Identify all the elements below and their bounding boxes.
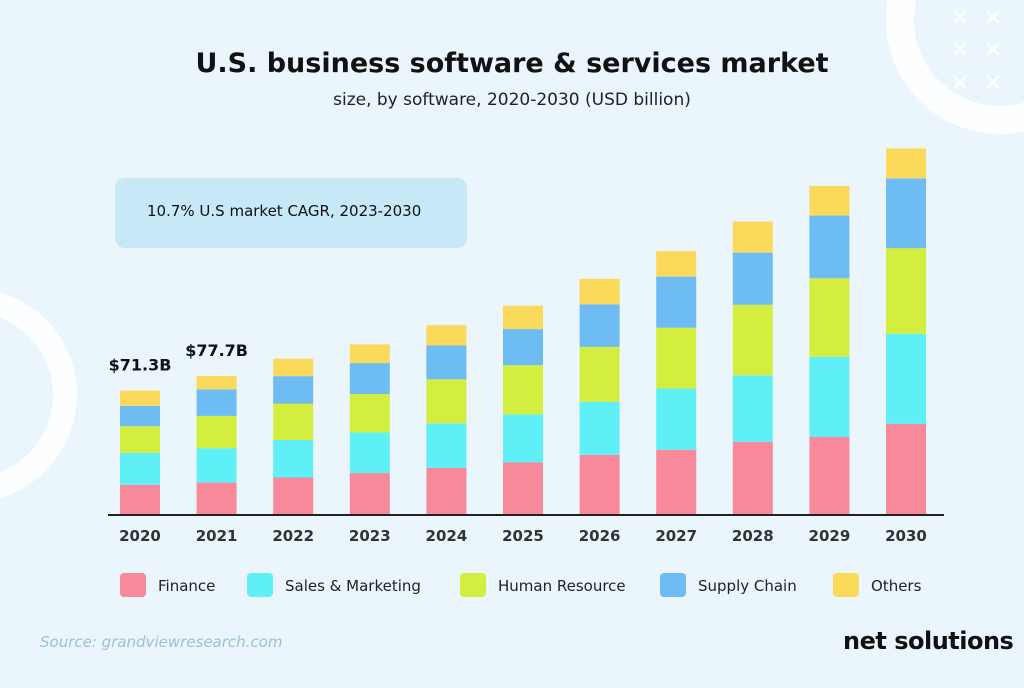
bar-segment-supply-chain-2025	[503, 329, 543, 366]
legend-item-finance: Finance	[120, 573, 215, 597]
bar-segment-human-resource-2022	[273, 403, 314, 440]
legend-label: Sales & Marketing	[285, 577, 421, 595]
legend-swatch	[247, 573, 273, 597]
legend-item-human-resource: Human Resource	[460, 573, 626, 597]
bar-segment-others-2024	[426, 325, 467, 346]
x-tick-labels: 2020 2021 2022 2023 2024 2025 2026 2027 2028 2029…	[119, 527, 927, 545]
legend-label: Supply Chain	[698, 577, 797, 595]
legend-label: Human Resource	[498, 577, 626, 595]
bar-segment-finance-2023	[349, 473, 390, 515]
bar-segment-finance-2024	[426, 467, 467, 515]
bar-segment-others-2029	[809, 185, 850, 216]
bar-segment-supply-chain-2029	[809, 215, 850, 279]
x-tick-label: 2029	[809, 527, 851, 545]
bar-segment-finance-2029	[809, 436, 850, 515]
bar-segment-supply-chain-2027	[656, 276, 697, 328]
total-labels: $71.3B $77.7B	[109, 341, 248, 375]
bar-segment-others-2023	[349, 344, 390, 364]
legend-swatch	[120, 573, 146, 597]
bar-segment-finance-2025	[503, 462, 543, 515]
bar-segment-supply-chain-2030	[886, 178, 926, 249]
bar-segment-supply-chain-2024	[426, 345, 467, 380]
cagr-callout-text: 10.7% U.S market CAGR, 2023-2030	[147, 202, 422, 220]
x-tick-label: 2026	[579, 527, 621, 545]
bar-segment-finance-2022	[273, 477, 314, 515]
bar-segment-others-2030	[886, 148, 926, 179]
cagr-callout: 10.7% U.S market CAGR, 2023-2030	[115, 178, 467, 248]
x-tick-label: 2025	[502, 527, 544, 545]
legend-swatch	[833, 573, 859, 597]
bar-segment-sales-marketing-2028	[732, 375, 773, 442]
bar-segment-sales-marketing-2023	[349, 432, 390, 474]
bar-segment-human-resource-2023	[349, 394, 390, 433]
chart-subtitle: size, by software, 2020-2030 (USD billio…	[333, 90, 691, 110]
bars-group	[120, 148, 926, 515]
bar-segment-finance-2020	[120, 484, 160, 515]
bar-segment-supply-chain-2020	[120, 405, 160, 427]
bar-segment-sales-marketing-2026	[579, 401, 620, 455]
bar-segment-sales-marketing-2020	[120, 452, 160, 485]
legend-item-sales-marketing: Sales & Marketing	[247, 573, 421, 597]
bar-segment-sales-marketing-2027	[656, 388, 697, 450]
bar-segment-finance-2026	[579, 454, 620, 515]
bar-segment-supply-chain-2026	[579, 304, 620, 347]
bar-segment-others-2028	[732, 221, 773, 253]
bar-segment-human-resource-2020	[120, 426, 160, 453]
bar-segment-sales-marketing-2021	[196, 448, 237, 483]
legend-swatch	[460, 573, 486, 597]
bar-segment-supply-chain-2022	[273, 376, 314, 404]
x-tick-label: 2028	[732, 527, 774, 545]
bar-segment-supply-chain-2028	[732, 252, 773, 305]
bar-segment-sales-marketing-2029	[809, 356, 850, 437]
bar-segment-human-resource-2028	[732, 304, 773, 376]
legend: Finance Sales & Marketing Human Resource Su…	[120, 573, 922, 597]
x-tick-label: 2023	[349, 527, 391, 545]
total-label: $77.7B	[185, 341, 248, 360]
bar-segment-others-2020	[120, 390, 160, 406]
bar-segment-sales-marketing-2030	[886, 333, 926, 424]
bar-segment-finance-2021	[196, 482, 237, 515]
bar-segment-human-resource-2029	[809, 278, 850, 357]
brand-logo: net solutions	[843, 627, 1014, 655]
decorative-circles	[0, 0, 1024, 498]
bar-segment-finance-2027	[656, 449, 697, 515]
bar-segment-human-resource-2024	[426, 379, 467, 424]
bar-segment-human-resource-2026	[579, 346, 620, 402]
bar-segment-others-2027	[656, 251, 697, 277]
bar-segment-sales-marketing-2025	[503, 414, 543, 463]
x-tick-label: 2021	[196, 527, 238, 545]
total-label: $71.3B	[109, 356, 172, 375]
legend-item-others: Others	[833, 573, 922, 597]
bar-segment-finance-2028	[732, 441, 773, 515]
bar-segment-human-resource-2025	[503, 365, 543, 415]
source-note: Source: grandviewresearch.com	[40, 633, 283, 651]
bar-segment-others-2025	[503, 305, 543, 330]
bar-segment-others-2026	[579, 278, 620, 305]
bar-segment-others-2021	[196, 376, 237, 390]
bar-segment-human-resource-2021	[196, 415, 237, 449]
bar-segment-supply-chain-2023	[349, 363, 390, 394]
x-tick-label: 2024	[426, 527, 468, 545]
x-tick-label: 2022	[272, 527, 314, 545]
bar-segment-human-resource-2027	[656, 327, 697, 389]
bar-segment-human-resource-2030	[886, 248, 926, 334]
bar-segment-supply-chain-2021	[196, 389, 237, 416]
x-tick-label: 2027	[655, 527, 697, 545]
bar-segment-sales-marketing-2024	[426, 423, 467, 468]
chart-title: U.S. business software & services market	[195, 48, 829, 79]
legend-swatch	[660, 573, 686, 597]
x-tick-label: 2020	[119, 527, 161, 545]
legend-label: Others	[871, 577, 922, 595]
bar-segment-others-2022	[273, 358, 314, 377]
legend-item-supply-chain: Supply Chain	[660, 573, 797, 597]
bar-segment-finance-2030	[886, 423, 926, 515]
bar-segment-sales-marketing-2022	[273, 440, 314, 478]
legend-label: Finance	[158, 577, 215, 595]
x-tick-label: 2030	[885, 527, 927, 545]
